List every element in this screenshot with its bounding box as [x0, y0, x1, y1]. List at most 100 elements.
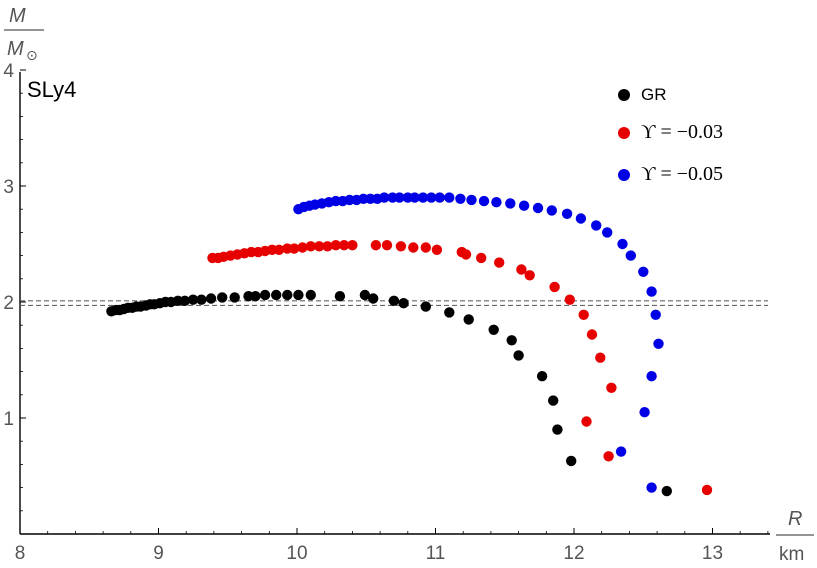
point-upsilon-005 — [434, 192, 445, 203]
point-upsilon-005 — [426, 192, 437, 203]
point-upsilon-005 — [617, 238, 628, 250]
point-gr — [229, 292, 240, 303]
point-gr — [506, 335, 517, 346]
point-upsilon-005 — [546, 205, 557, 216]
point-upsilon-003 — [297, 242, 308, 253]
point-upsilon-003 — [564, 294, 575, 305]
point-gr — [179, 295, 190, 306]
y-tick-label: 2 — [3, 293, 14, 314]
point-upsilon-003 — [322, 241, 333, 252]
point-upsilon-005 — [591, 220, 602, 231]
y-axis-unit: M — [7, 38, 24, 60]
point-upsilon-005 — [491, 197, 502, 208]
point-gr — [359, 289, 371, 301]
point-upsilon-005 — [394, 192, 405, 203]
point-upsilon-003 — [347, 240, 358, 251]
point-gr — [250, 291, 261, 302]
point-gr — [196, 294, 207, 305]
chart-title: SLy4 — [27, 77, 76, 102]
point-upsilon-003 — [460, 249, 472, 260]
point-upsilon-005 — [478, 195, 490, 207]
x-tick-label: 10 — [286, 543, 307, 564]
point-upsilon-005 — [602, 227, 613, 238]
point-gr — [282, 289, 293, 301]
point-gr — [293, 289, 304, 301]
point-upsilon-005 — [653, 338, 664, 349]
point-upsilon-003 — [524, 270, 535, 281]
point-upsilon-003 — [314, 241, 325, 252]
point-gr — [548, 395, 559, 406]
point-upsilon-005 — [417, 192, 429, 203]
point-upsilon-003 — [395, 241, 407, 252]
point-gr — [305, 289, 316, 301]
point-upsilon-005 — [625, 250, 636, 261]
point-upsilon-005 — [444, 192, 455, 203]
point-gr — [205, 293, 217, 304]
point-upsilon-003 — [338, 240, 350, 251]
legend-marker-upsilon-003 — [618, 127, 630, 139]
point-upsilon-005 — [466, 194, 477, 206]
point-gr — [334, 291, 346, 302]
y-axis-unit-sub: ⊙ — [26, 47, 38, 63]
point-upsilon-005 — [505, 198, 516, 209]
point-upsilon-003 — [370, 240, 382, 251]
point-upsilon-003 — [516, 264, 527, 275]
point-upsilon-005 — [575, 213, 587, 224]
point-upsilon-005 — [646, 371, 657, 382]
point-upsilon-005 — [561, 208, 573, 219]
legend-label-upsilon-005: ϒ = −0.05 — [641, 163, 723, 185]
point-upsilon-003 — [476, 252, 487, 264]
point-gr — [187, 294, 199, 305]
point-upsilon-003 — [431, 244, 443, 255]
x-tick-label: 11 — [426, 543, 446, 564]
x-tick-label: 8 — [15, 543, 26, 564]
point-upsilon-003 — [606, 382, 617, 393]
point-gr — [552, 424, 563, 435]
point-upsilon-003 — [603, 451, 614, 462]
point-upsilon-005 — [646, 482, 657, 493]
point-gr — [513, 350, 524, 361]
point-upsilon-003 — [420, 242, 431, 253]
point-upsilon-003 — [578, 309, 589, 320]
x-tick-label: 12 — [563, 543, 584, 564]
point-gr — [368, 293, 379, 304]
x-axis-unit: km — [779, 544, 804, 565]
legend: GR ϒ = −0.03 ϒ = −0.05 — [618, 85, 723, 185]
y-tick-label: 1 — [3, 409, 14, 430]
legend-label-upsilon-003: ϒ = −0.03 — [641, 121, 723, 143]
y-axis-label: M — [9, 5, 26, 27]
point-upsilon-005 — [518, 200, 530, 211]
point-upsilon-005 — [638, 266, 649, 277]
point-gr — [259, 289, 271, 301]
point-upsilon-003 — [494, 257, 505, 268]
point-upsilon-003 — [595, 352, 606, 363]
point-gr — [398, 298, 409, 309]
point-upsilon-005 — [379, 192, 390, 203]
point-upsilon-003 — [289, 243, 300, 254]
point-gr — [217, 292, 228, 303]
point-gr — [661, 485, 672, 497]
y-tick-label: 4 — [3, 61, 14, 82]
point-gr — [536, 371, 548, 382]
point-gr — [388, 295, 400, 306]
point-gr — [488, 324, 499, 335]
x-tick-label: 13 — [702, 543, 723, 564]
point-upsilon-005 — [532, 202, 544, 214]
legend-label-gr: GR — [641, 85, 667, 104]
point-upsilon-005 — [639, 407, 650, 418]
point-gr — [420, 301, 431, 312]
point-upsilon-003 — [586, 329, 598, 340]
legend-marker-upsilon-005 — [618, 169, 630, 181]
point-upsilon-003 — [305, 241, 316, 252]
point-upsilon-005 — [646, 286, 657, 297]
point-upsilon-005 — [650, 309, 661, 320]
point-upsilon-005 — [615, 446, 627, 457]
x-axis-label: R — [788, 508, 802, 530]
point-upsilon-003 — [701, 484, 713, 496]
point-gr — [566, 455, 577, 467]
point-upsilon-003 — [381, 240, 393, 251]
point-gr — [463, 314, 474, 325]
x-tick-label: 9 — [153, 543, 164, 564]
